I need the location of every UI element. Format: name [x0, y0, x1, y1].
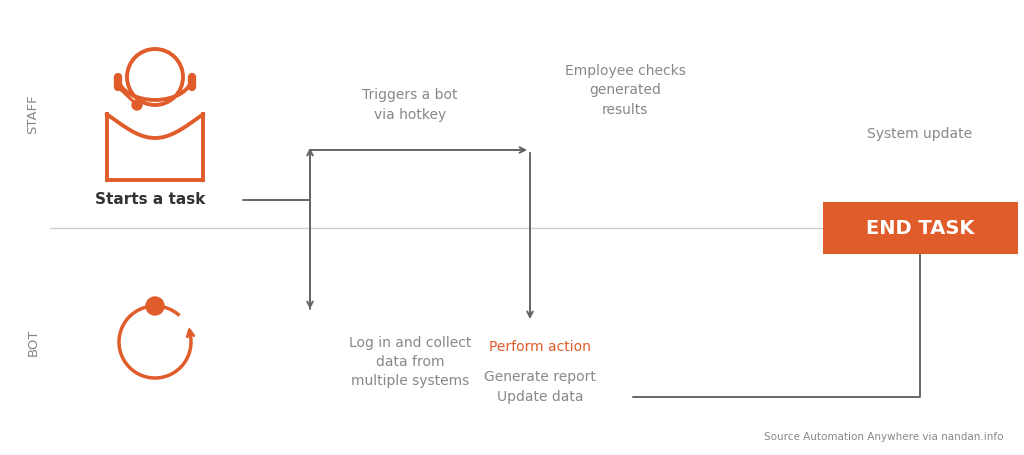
Text: Source Automation Anywhere via nandan.info: Source Automation Anywhere via nandan.in… [765, 432, 1004, 442]
Text: System update: System update [867, 127, 973, 141]
Circle shape [146, 297, 164, 315]
Text: Log in and collect
data from
multiple systems: Log in and collect data from multiple sy… [349, 335, 471, 389]
Text: BOT: BOT [27, 328, 40, 356]
FancyBboxPatch shape [823, 202, 1018, 254]
Text: END TASK: END TASK [866, 218, 974, 238]
Text: Triggers a bot
via hotkey: Triggers a bot via hotkey [362, 88, 458, 122]
Text: Employee checks
generated
results: Employee checks generated results [564, 64, 685, 116]
Text: Starts a task: Starts a task [95, 192, 205, 207]
Text: STAFF: STAFF [27, 94, 40, 134]
Text: Perform action: Perform action [489, 340, 591, 354]
Text: Generate report
Update data: Generate report Update data [484, 370, 596, 404]
Circle shape [132, 100, 142, 110]
